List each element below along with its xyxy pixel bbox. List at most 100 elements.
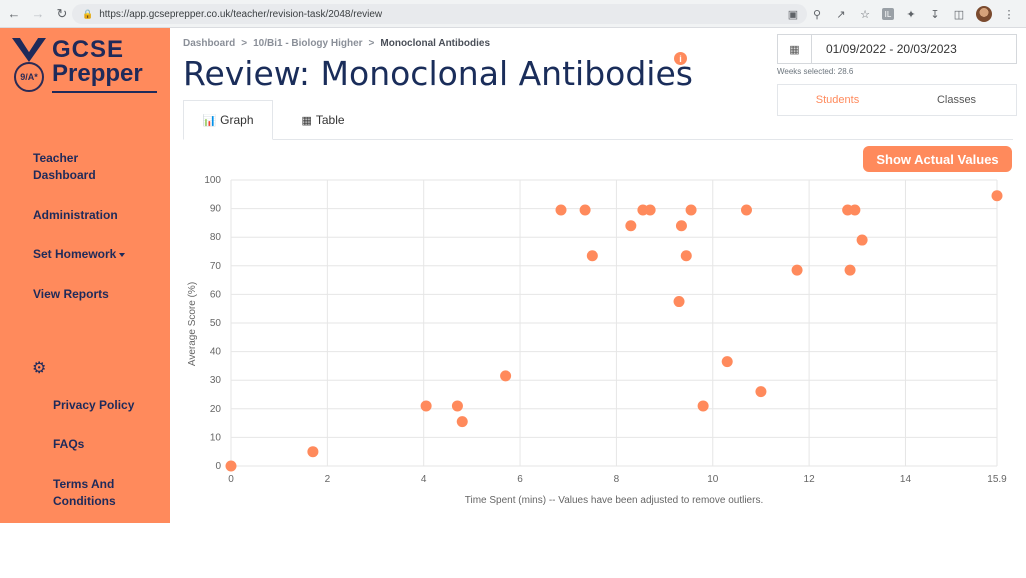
logo-chevron-icon — [12, 38, 46, 62]
download-icon[interactable]: ↧ — [930, 8, 940, 21]
sidebar-item-label: Set Homework — [33, 247, 117, 261]
extension-icon[interactable]: IL — [882, 8, 894, 20]
y-tick-label: 40 — [210, 347, 222, 358]
scatter-point[interactable] — [555, 204, 567, 216]
toggle-classes[interactable]: Classes — [936, 94, 977, 106]
y-tick-label: 90 — [210, 204, 222, 215]
zoom-icon[interactable]: ⚲ — [812, 8, 822, 21]
sidebar-item-faqs[interactable]: FAQs — [53, 436, 84, 453]
browser-toolbar: ← → ↻ 🔒 https://app.gcseprepper.co.uk/te… — [0, 0, 1026, 28]
breadcrumb-separator: > — [241, 38, 248, 49]
logo-underline — [52, 91, 157, 93]
scatter-point[interactable] — [307, 446, 319, 458]
breadcrumb-separator: > — [368, 38, 375, 49]
scatter-point[interactable] — [625, 220, 637, 232]
breadcrumb-class[interactable]: 10/Bi1 - Biology Higher — [253, 38, 363, 49]
sidebar-item-terms[interactable]: Terms And Conditions — [53, 476, 116, 510]
scatter-point[interactable] — [991, 190, 1003, 202]
page-title: Review: Monoclonal Antibodies — [183, 54, 693, 93]
sidebar-item-label: View Reports — [33, 287, 109, 301]
sidebar-item-label: FAQs — [53, 437, 85, 451]
sidebar-item-label: Conditions — [53, 494, 116, 508]
url-text: https://app.gcseprepper.co.uk/teacher/re… — [99, 8, 383, 20]
y-tick-label: 50 — [210, 318, 222, 329]
y-tick-label: 100 — [204, 175, 221, 186]
share-icon[interactable]: ↗ — [836, 8, 846, 21]
scatter-point[interactable] — [456, 416, 468, 428]
date-range-value: 01/09/2022 - 20/03/2023 — [826, 42, 957, 56]
scatter-point[interactable] — [740, 204, 752, 216]
scatter-point[interactable] — [685, 204, 697, 216]
students-classes-toggle: Students Classes — [777, 84, 1017, 116]
sidebar-item-view-reports[interactable]: View Reports — [33, 286, 109, 303]
scatter-point[interactable] — [849, 204, 861, 216]
scatter-point[interactable] — [500, 370, 512, 382]
x-tick-label: 14 — [900, 474, 912, 485]
dropdown-caret-icon — [119, 252, 126, 257]
sidebar-item-label: Administration — [33, 208, 118, 222]
breadcrumb-dashboard[interactable]: Dashboard — [183, 38, 236, 49]
reload-icon[interactable]: ↻ — [56, 5, 68, 21]
table-icon: ▦ — [301, 114, 312, 127]
forward-icon[interactable]: → — [31, 6, 45, 21]
bookmark-star-icon[interactable]: ☆ — [860, 8, 870, 21]
x-tick-label: 4 — [421, 474, 427, 485]
gear-icon: ⚙ — [32, 360, 47, 377]
scatter-point[interactable] — [721, 356, 733, 368]
google-lens-icon[interactable]: ▣ — [787, 8, 799, 21]
show-actual-values-button[interactable]: Show Actual Values — [863, 146, 1012, 172]
menu-kebab-icon[interactable]: ⋮ — [1003, 8, 1015, 21]
tab-table[interactable]: ▦ Table — [283, 100, 363, 140]
lock-icon: 🔒 — [82, 8, 94, 19]
x-tick-label: 10 — [707, 474, 719, 485]
scatter-point[interactable] — [420, 400, 432, 412]
y-tick-label: 60 — [210, 289, 222, 300]
x-tick-label: 2 — [325, 474, 331, 485]
side-panel-icon[interactable]: ◫ — [953, 8, 965, 21]
sidebar-item-label: Privacy Policy — [53, 398, 135, 412]
scatter-point[interactable] — [791, 264, 803, 276]
profile-avatar[interactable] — [976, 6, 992, 22]
toggle-students[interactable]: Students — [815, 94, 860, 106]
sidebar-item-teacher-dashboard[interactable]: Teacher Dashboard — [33, 150, 96, 184]
sidebar-item-privacy-policy[interactable]: Privacy Policy — [53, 397, 134, 414]
x-axis-label: Time Spent (mins) -- Values have been ad… — [465, 495, 763, 506]
puzzle-icon[interactable]: ✦ — [906, 8, 916, 21]
sidebar-item-set-homework[interactable]: Set Homework — [33, 246, 126, 263]
scatter-point[interactable] — [451, 400, 463, 412]
scatter-point[interactable] — [644, 204, 656, 216]
scatter-point[interactable] — [856, 234, 868, 246]
y-tick-label: 0 — [215, 461, 221, 472]
view-tabs: 📊 Graph ▦ Table — [183, 100, 1013, 140]
address-bar[interactable]: 🔒 https://app.gcseprepper.co.uk/teacher/… — [72, 4, 807, 24]
scatter-point[interactable] — [755, 386, 767, 398]
back-icon[interactable]: ← — [7, 6, 21, 21]
scatter-point[interactable] — [225, 460, 237, 472]
sidebar-item-label: Dashboard — [33, 168, 96, 182]
bar-chart-icon: 📊 — [202, 114, 217, 127]
info-icon[interactable]: i — [674, 52, 687, 65]
gcse-prepper-logo[interactable]: 9/A* GCSE Prepper — [10, 36, 160, 96]
scatter-point[interactable] — [680, 250, 692, 262]
y-tick-label: 70 — [210, 261, 222, 272]
date-range-picker[interactable]: ▦ 01/09/2022 - 20/03/2023 — [777, 34, 1017, 64]
weeks-selected: Weeks selected: 28.6 — [777, 67, 854, 76]
y-tick-label: 80 — [210, 232, 222, 243]
x-tick-label: 0 — [228, 474, 234, 485]
tab-graph[interactable]: 📊 Graph — [183, 100, 273, 140]
y-tick-label: 20 — [210, 404, 222, 415]
sidebar-item-label: Teacher — [33, 151, 79, 165]
scatter-point[interactable] — [675, 220, 687, 232]
y-tick-label: 30 — [210, 375, 222, 386]
x-tick-label: 15.9 — [987, 474, 1007, 485]
logo-word-prepper: Prepper — [52, 60, 143, 87]
scatter-point[interactable] — [697, 400, 709, 412]
scatter-point[interactable] — [586, 250, 598, 262]
sidebar-item-label: Terms And — [53, 477, 115, 491]
x-tick-label: 6 — [517, 474, 523, 485]
scatter-point[interactable] — [844, 264, 856, 276]
breadcrumb: Dashboard >10/Bi1 - Biology Higher > Monocl… — [183, 38, 490, 49]
scatter-point[interactable] — [673, 296, 685, 308]
sidebar-item-administration[interactable]: Administration — [33, 207, 118, 224]
scatter-point[interactable] — [579, 204, 591, 216]
